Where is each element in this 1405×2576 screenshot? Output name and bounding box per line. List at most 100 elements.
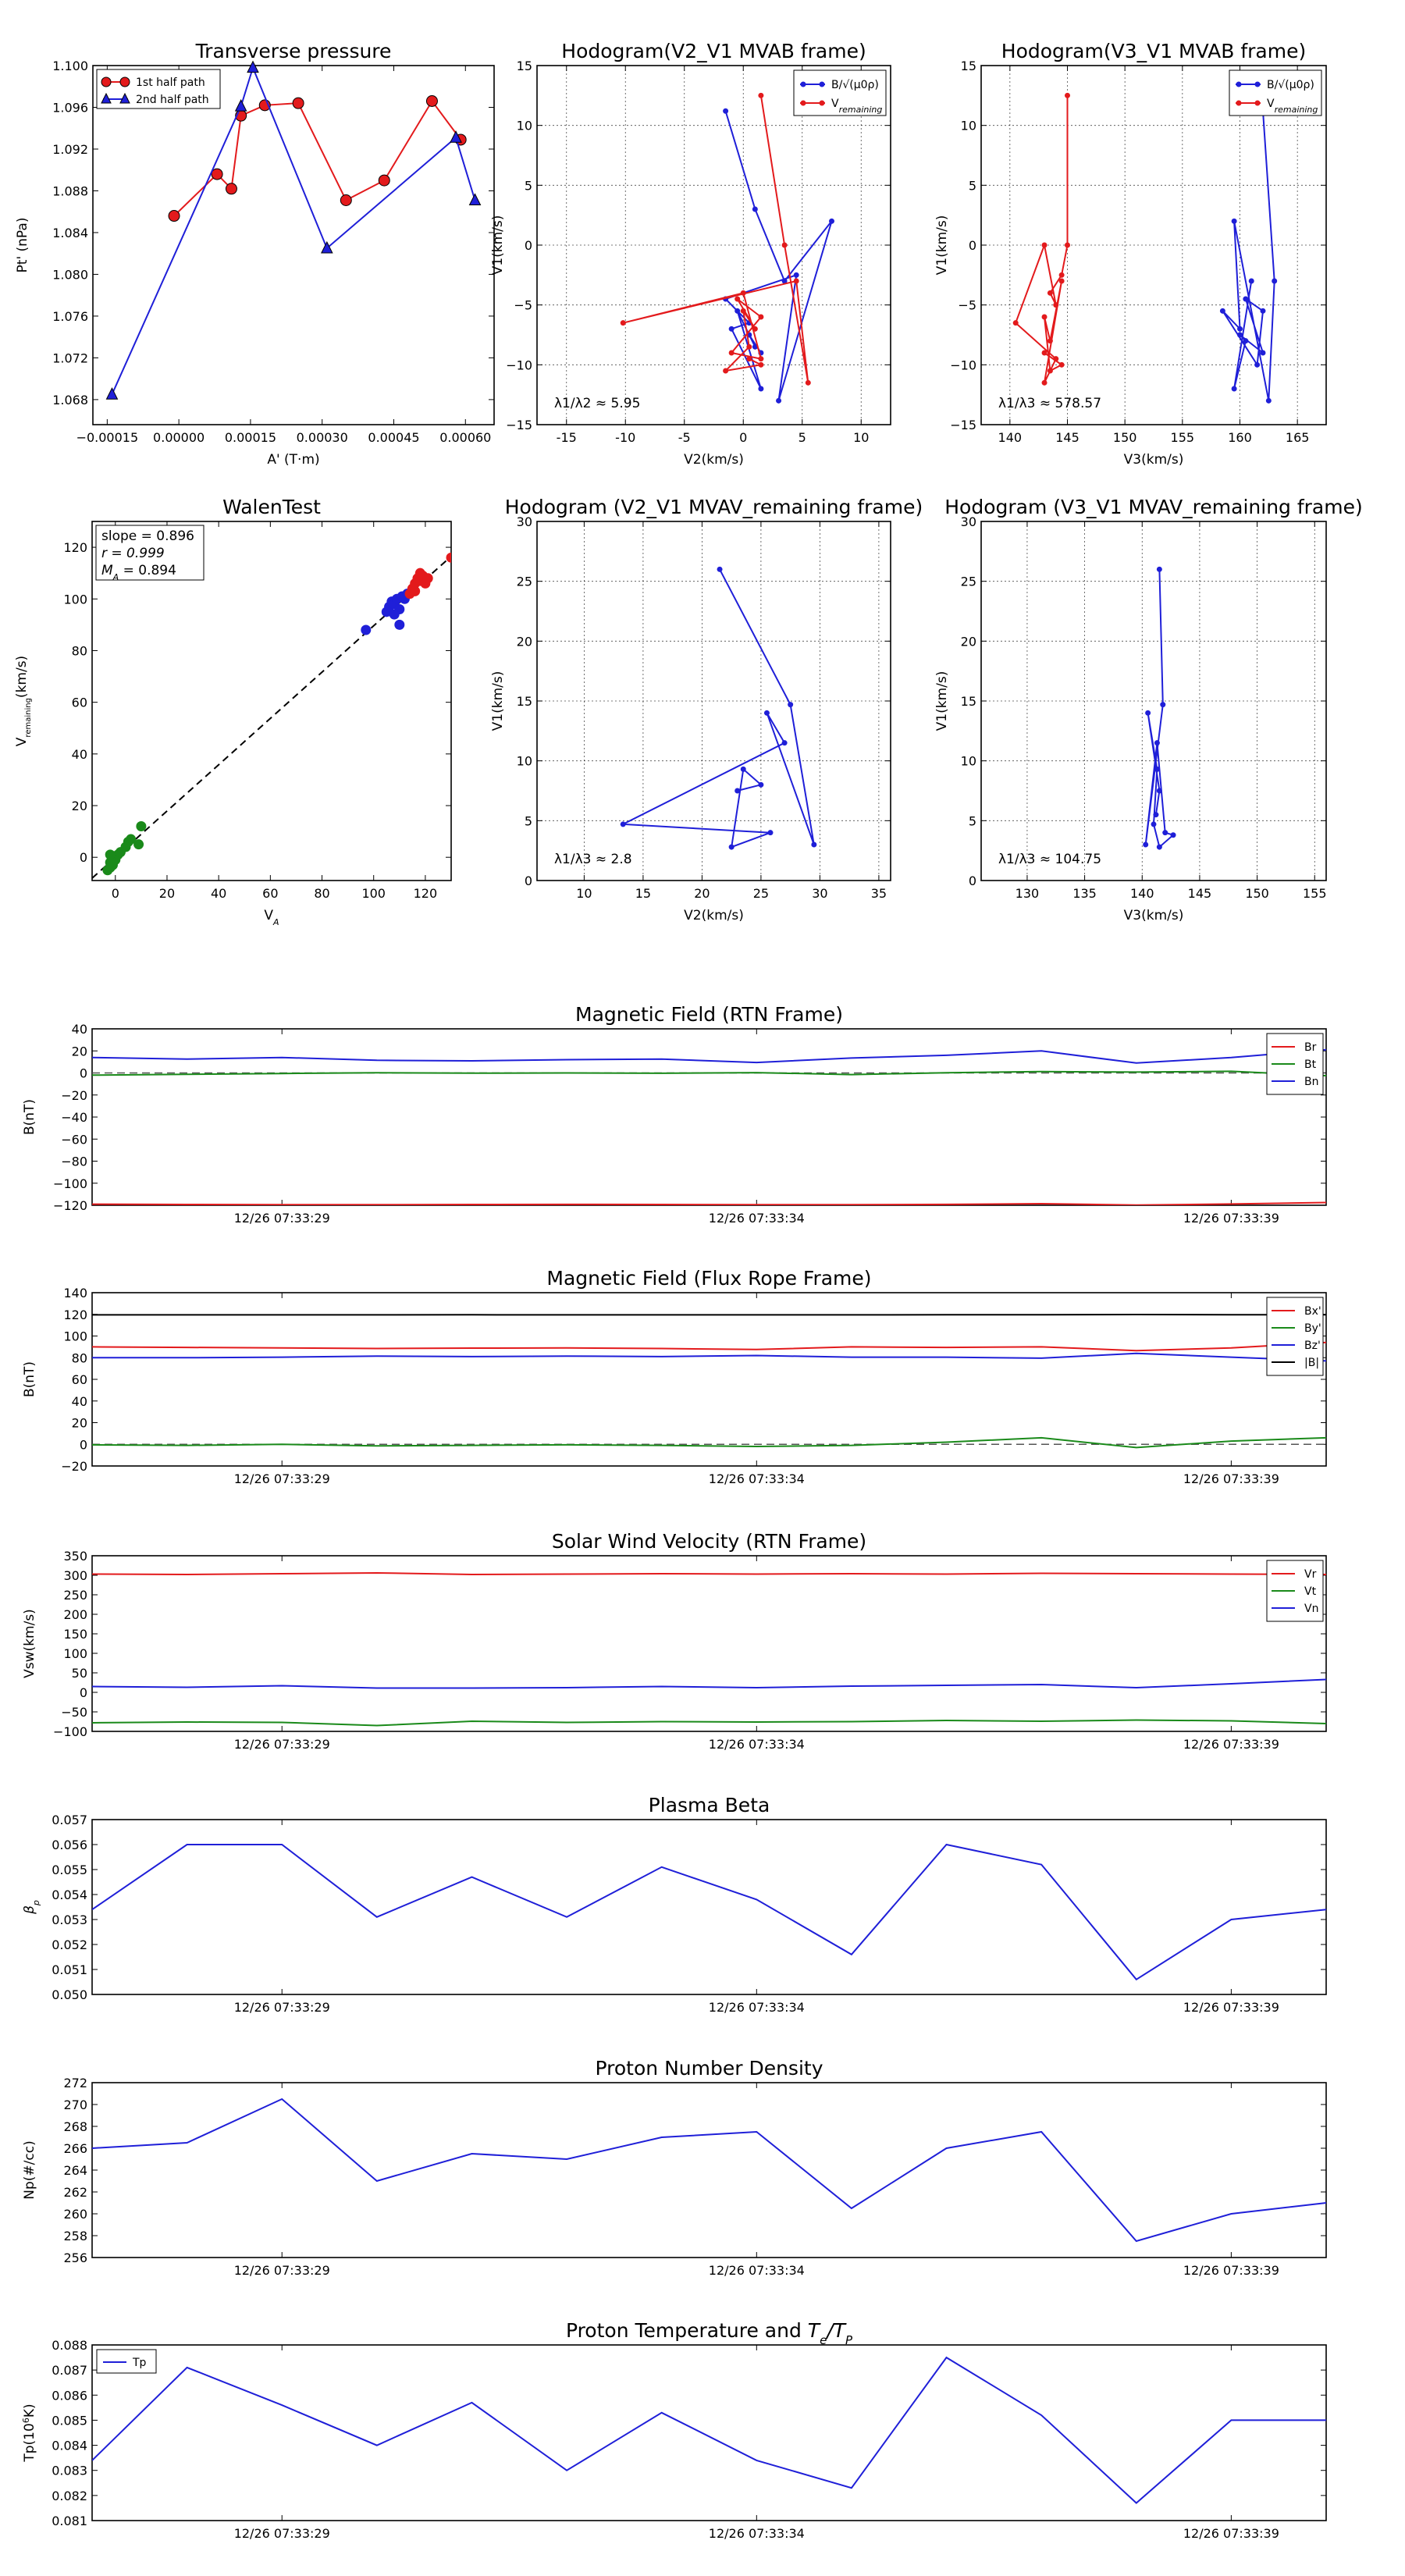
data-point — [136, 821, 147, 832]
x-tick-label: 12/26 07:33:29 — [234, 2263, 330, 2278]
y-tick-label: 10 — [961, 119, 976, 133]
data-point — [758, 314, 764, 320]
data-point — [1265, 397, 1272, 404]
data-point — [425, 94, 438, 107]
series-line — [1144, 569, 1176, 849]
series-line — [92, 1341, 1326, 1352]
chart-title: Hodogram(V2_V1 MVAB frame) — [561, 40, 866, 62]
legend-label: Bz' — [1304, 1340, 1321, 1352]
data-point — [1254, 361, 1261, 368]
y-tick-label: 100 — [63, 592, 87, 607]
y-tick-label: 1.092 — [52, 142, 88, 157]
y-tick-label: 40 — [72, 747, 87, 762]
data-point — [105, 849, 116, 860]
y-tick-label: −10 — [950, 358, 976, 372]
y-tick-label: 25 — [961, 575, 976, 589]
axes-frame — [536, 521, 891, 881]
data-point — [746, 343, 752, 350]
data-point — [1248, 278, 1254, 284]
series-line — [92, 1070, 1326, 1076]
series-line — [92, 1719, 1326, 1727]
data-point — [1053, 302, 1059, 308]
y-tick-label: 20 — [517, 634, 532, 649]
data-point — [1156, 788, 1162, 794]
y-tick-label: 1.068 — [52, 393, 88, 407]
y-tick-label: 0.055 — [52, 1863, 87, 1877]
y-tick-label: 0 — [80, 1685, 87, 1700]
data-point — [105, 387, 119, 400]
x-tick-label: 0.00060 — [439, 430, 491, 445]
data-point — [247, 60, 259, 73]
data-point — [811, 841, 817, 848]
x-tick-label: 12/26 07:33:39 — [1183, 1471, 1279, 1486]
data-point — [758, 361, 764, 368]
legend-label: B/√(μ0ρ) — [1267, 79, 1314, 91]
y-tick-label: 0.085 — [52, 2413, 87, 2428]
y-tick-label: 350 — [63, 1549, 87, 1564]
y-tick-label: −60 — [61, 1132, 87, 1147]
hodogram-v3-v1-mvab: Hodogram(V3_V1 MVAB frame)140 145 150 155 16… — [934, 40, 1327, 468]
data-point — [740, 766, 746, 772]
series-line — [92, 1352, 1326, 1362]
x-tick-label: 60 — [262, 886, 278, 901]
y-tick-label: 40 — [72, 1394, 87, 1409]
y-tick-label: 200 — [63, 1607, 87, 1622]
data-point — [1170, 832, 1176, 838]
data-point — [723, 368, 729, 374]
x-tick-label: 10 — [576, 886, 592, 901]
y-tick-label: 0.057 — [52, 1813, 87, 1827]
data-point — [776, 397, 782, 404]
y-tick-label: 0.056 — [52, 1838, 87, 1852]
y-tick-label: 140 — [63, 1286, 87, 1300]
data-point — [1153, 812, 1159, 818]
y-tick-label: 0.088 — [52, 2338, 87, 2353]
y-tick-label: 268 — [63, 2119, 87, 2134]
legend-marker — [1236, 81, 1242, 87]
data-point — [115, 847, 126, 858]
y-tick-label: 0 — [80, 1437, 87, 1452]
y-tick-label: 0 — [969, 873, 976, 888]
axes-frame — [980, 521, 1327, 881]
y-tick-label: −100 — [53, 1724, 87, 1739]
data-point — [767, 830, 774, 836]
legend-box — [1229, 69, 1322, 116]
x-tick-label: 120 — [414, 886, 438, 901]
series-line — [620, 568, 815, 849]
legend-marker — [800, 100, 806, 106]
y-tick-label: 250 — [63, 1588, 87, 1603]
y-axis-label: Vremaining(km/s) — [14, 656, 33, 746]
stats-box — [95, 525, 205, 581]
y-axis-label: Tp(106K) — [21, 2403, 38, 2462]
y-tick-label: 0.081 — [52, 2514, 87, 2528]
y-tick-label: −40 — [61, 1110, 87, 1125]
hodogram-v2-v1-mvab: Hodogram(V2_V1 MVAB frame) -15 -10 -5 0 5 10 −1… — [490, 40, 891, 468]
data-point — [620, 320, 626, 326]
y-tick-label: 0.087 — [52, 2363, 87, 2378]
x-tick-label: 145 — [1188, 886, 1212, 901]
data-point — [1047, 368, 1053, 374]
y-axis-label: V1(km/s) — [490, 671, 506, 731]
y-axis-label: Vsw(km/s) — [22, 1609, 37, 1678]
data-point — [829, 218, 834, 224]
data-point — [740, 308, 746, 314]
data-point — [1154, 740, 1160, 746]
data-point — [1143, 841, 1149, 848]
y-tick-label: 1.096 — [52, 100, 88, 115]
data-point — [1041, 379, 1048, 386]
y-tick-label: 0 — [80, 850, 87, 865]
x-axis-label: V2(km/s) — [684, 452, 744, 468]
data-point — [758, 386, 764, 392]
chart-title: Transverse pressure — [195, 40, 392, 62]
data-point — [805, 379, 811, 386]
data-point — [1041, 350, 1048, 356]
legend-marker — [800, 81, 806, 87]
x-tick-label: 0.00015 — [225, 430, 276, 445]
series-line — [92, 1571, 1326, 1576]
legend-label: 1st half path — [136, 76, 205, 89]
x-tick-label: 12/26 07:33:34 — [709, 2526, 805, 2541]
x-tick-label: 140 — [1130, 886, 1154, 901]
data-point — [225, 183, 237, 195]
y-tick-label: 10 — [517, 119, 532, 133]
series-line — [1222, 111, 1275, 401]
data-point — [740, 290, 746, 296]
